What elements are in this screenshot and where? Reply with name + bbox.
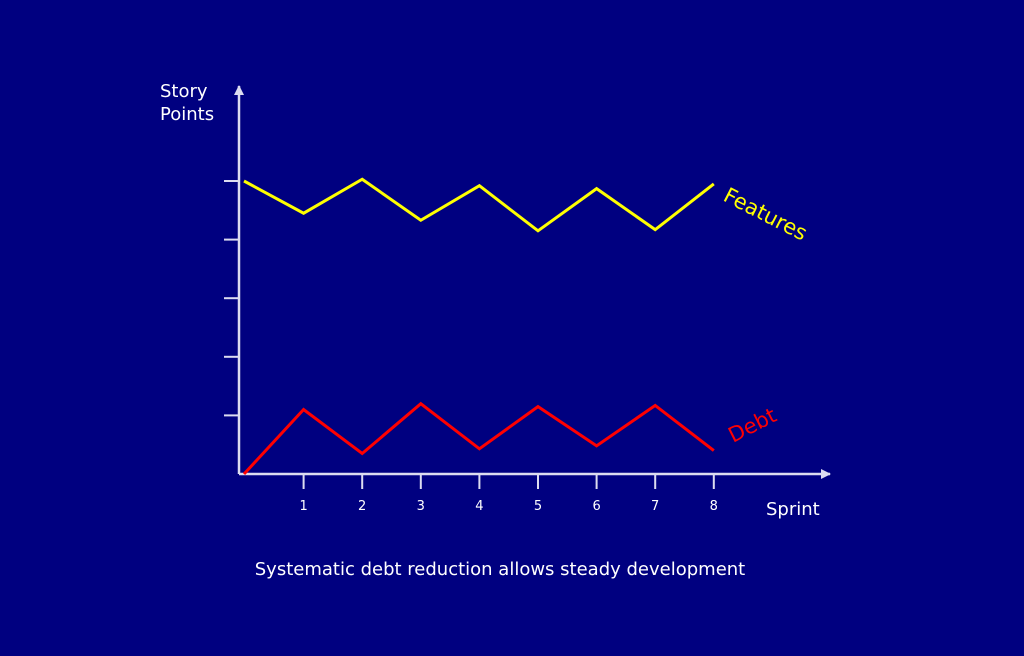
x-tick-label-8: 8 [710,499,718,514]
series-label-features: Features [720,183,811,245]
x-tick-label-4: 4 [475,499,483,514]
x-tick-label-6: 6 [592,499,600,514]
x-axis-label: Sprint [766,499,820,520]
y-axis-label-line-1: Story [160,81,208,102]
series-line-debt [242,401,715,476]
series-label-debt: Debt [724,403,780,447]
series-line-features [243,177,715,233]
axis-ticks: 1 2 3 4 5 6 7 8 [224,180,718,514]
x-tick-label-7: 7 [651,499,659,514]
x-tick-label-1: 1 [299,499,307,514]
x-tick-label-2: 2 [358,499,366,514]
x-tick-label-5: 5 [534,499,542,514]
series-group: Features Debt [242,177,811,476]
y-axis-label-line-2: Points [160,104,214,125]
chart-caption: Systematic debt reduction allows steady … [255,559,746,580]
x-tick-label-3: 3 [417,499,425,514]
y-axis-label: Story Points [160,81,214,125]
